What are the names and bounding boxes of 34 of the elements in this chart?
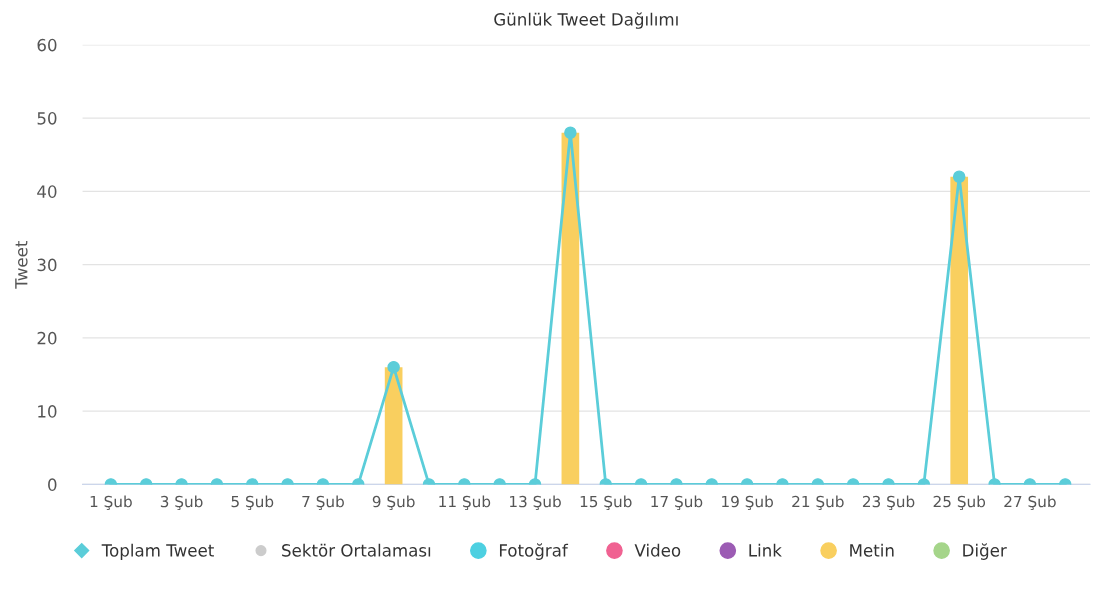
legend-label: Sektör Ortalaması	[282, 543, 431, 557]
legend-label: Metin	[850, 543, 894, 557]
y-tick-label: 10	[38, 405, 57, 418]
legend-label: Diğer	[963, 543, 1007, 560]
y-tick-label: 30	[37, 258, 57, 272]
y-tick-label: 0	[48, 478, 57, 491]
y-axis-title: Tweet	[15, 240, 28, 289]
x-tick-label: 9 Şub	[372, 495, 415, 511]
point	[952, 170, 966, 183]
point	[387, 360, 400, 374]
x-tick-label: 23 Şub	[862, 495, 915, 511]
x-tick-label: 11 Şub	[439, 495, 491, 511]
x-tick-label: 7 Şub	[302, 495, 344, 511]
y-tick-label: 20	[37, 331, 57, 345]
x-tick-label: 5 Şub	[231, 495, 274, 511]
x-tick-label: 13 Şub	[510, 495, 561, 511]
y-tick-label: 40	[37, 185, 57, 198]
x-tick-label: 1 Şub	[90, 495, 132, 511]
x-tick-label: 21 Şub	[792, 495, 844, 511]
legend-label: Fotoğraf	[499, 543, 569, 560]
x-tick-label: 3 Şub	[160, 495, 203, 511]
x-tick-label: 25 Şub	[933, 495, 986, 511]
legend-label: Video	[634, 543, 681, 557]
x-tick-label: 19 Şub	[722, 495, 773, 511]
legend-label: Link	[749, 543, 782, 557]
point	[564, 126, 577, 140]
chart-title: Günlük Tweet Dağılımı	[494, 12, 678, 29]
y-tick-label: 50	[37, 112, 57, 125]
x-tick-label: 27 Şub	[1004, 495, 1056, 511]
y-tick-label: 60	[37, 38, 57, 52]
x-tick-label: 15 Şub	[580, 495, 632, 511]
x-tick-label: 17 Şub	[651, 495, 703, 511]
bar	[950, 176, 969, 485]
legend-label: Toplam Tweet	[101, 543, 214, 560]
